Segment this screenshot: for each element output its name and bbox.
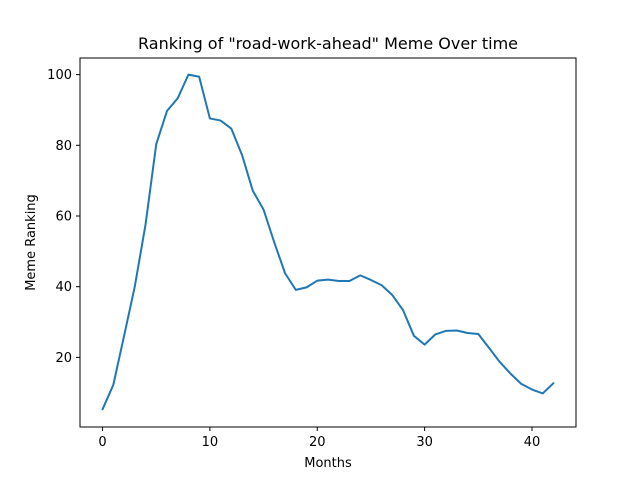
y-tick-label-3: 80 <box>55 139 72 154</box>
x-tick-label-4: 40 <box>524 435 541 450</box>
chart-title: Ranking of "road-work-ahead" Meme Over t… <box>138 34 518 53</box>
y-tick-label-1: 40 <box>55 280 72 295</box>
x-axis-label: Months <box>304 456 352 471</box>
y-tick-label-0: 20 <box>55 351 72 366</box>
tick-marks <box>76 74 533 431</box>
y-tick-labels: 20 40 60 80 100 <box>47 68 72 366</box>
y-tick-label-4: 100 <box>47 68 72 83</box>
plot-area-frame <box>79 57 577 428</box>
y-axis-label: Meme Ranking <box>24 194 39 291</box>
x-tick-label-2: 20 <box>309 435 326 450</box>
series-line <box>101 73 555 411</box>
x-tick-label-3: 30 <box>416 435 433 450</box>
x-tick-label-1: 10 <box>202 435 219 450</box>
x-tick-label-0: 0 <box>98 435 106 450</box>
y-tick-label-2: 60 <box>55 209 72 224</box>
x-tick-labels: 0 10 20 30 40 <box>98 435 540 450</box>
